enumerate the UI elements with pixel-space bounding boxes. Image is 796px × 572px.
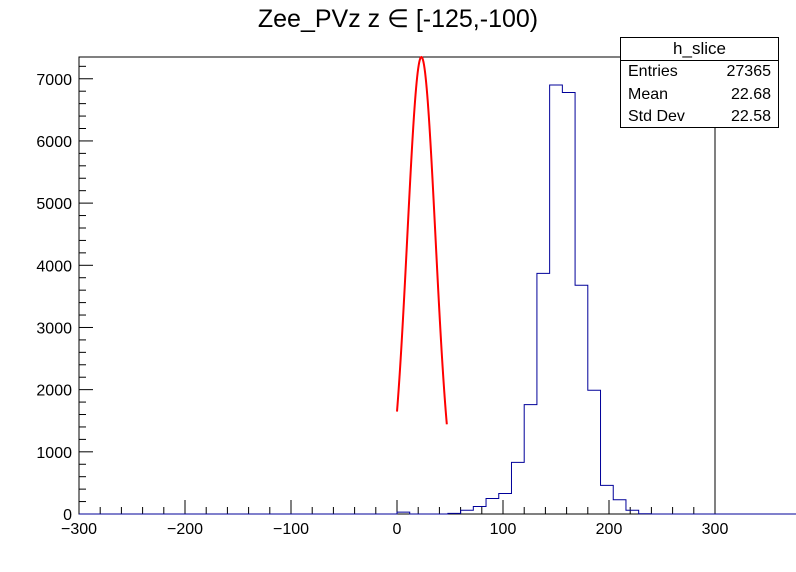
y-tick-label: 1000 — [36, 445, 72, 462]
histogram-bin — [550, 85, 563, 514]
x-tick-label: −300 — [61, 521, 97, 538]
histogram-bin — [626, 510, 639, 514]
x-tick-label: 200 — [596, 521, 623, 538]
x-tick-label: −200 — [167, 521, 203, 538]
gaussian-fit-curve — [396, 55, 448, 425]
y-tick-label: 0 — [63, 507, 72, 524]
histogram-bin — [613, 500, 626, 514]
x-tick-label: −100 — [273, 521, 309, 538]
histogram-bin — [601, 485, 614, 514]
histogram-bin — [588, 390, 601, 514]
histogram-bin — [486, 498, 499, 514]
stats-box-title: h_slice — [621, 38, 778, 61]
histogram-outline — [79, 84, 796, 515]
histogram-bin — [461, 510, 474, 514]
y-tick-label: 5000 — [36, 196, 72, 213]
stats-value: 27365 — [726, 63, 772, 80]
x-tick-label: 100 — [490, 521, 517, 538]
histogram-bin — [562, 92, 575, 514]
histogram-bin — [537, 273, 550, 514]
histogram-bin — [524, 405, 537, 514]
stats-box: h_slice Entries 27365 Mean 22.68 Std Dev… — [620, 37, 779, 128]
stats-row-entries: Entries 27365 — [621, 61, 778, 84]
chart-title: Zee_PVz z ∈ [-125,-100) — [257, 5, 539, 33]
stats-value: 22.58 — [730, 108, 771, 125]
y-tick-label: 3000 — [36, 320, 72, 337]
y-tick-label: 7000 — [36, 72, 72, 89]
x-tick-label: 300 — [702, 521, 729, 538]
histogram-bin — [511, 462, 524, 514]
y-tick-label: 4000 — [36, 258, 72, 275]
stats-row-stddev: Std Dev 22.58 — [621, 106, 778, 129]
stats-value: 22.68 — [730, 85, 771, 103]
histogram-bin — [473, 507, 486, 514]
y-tick-label: 2000 — [36, 383, 72, 400]
y-tick-label: 6000 — [36, 134, 72, 151]
histogram-bin — [575, 285, 588, 514]
stats-row-mean: Mean 22.68 — [621, 84, 778, 107]
stats-label: Entries — [628, 63, 678, 80]
histogram-bin — [499, 493, 512, 514]
stats-label: Std Dev — [628, 108, 685, 125]
stats-label: Mean — [628, 85, 669, 103]
x-tick-label: 0 — [393, 521, 402, 538]
